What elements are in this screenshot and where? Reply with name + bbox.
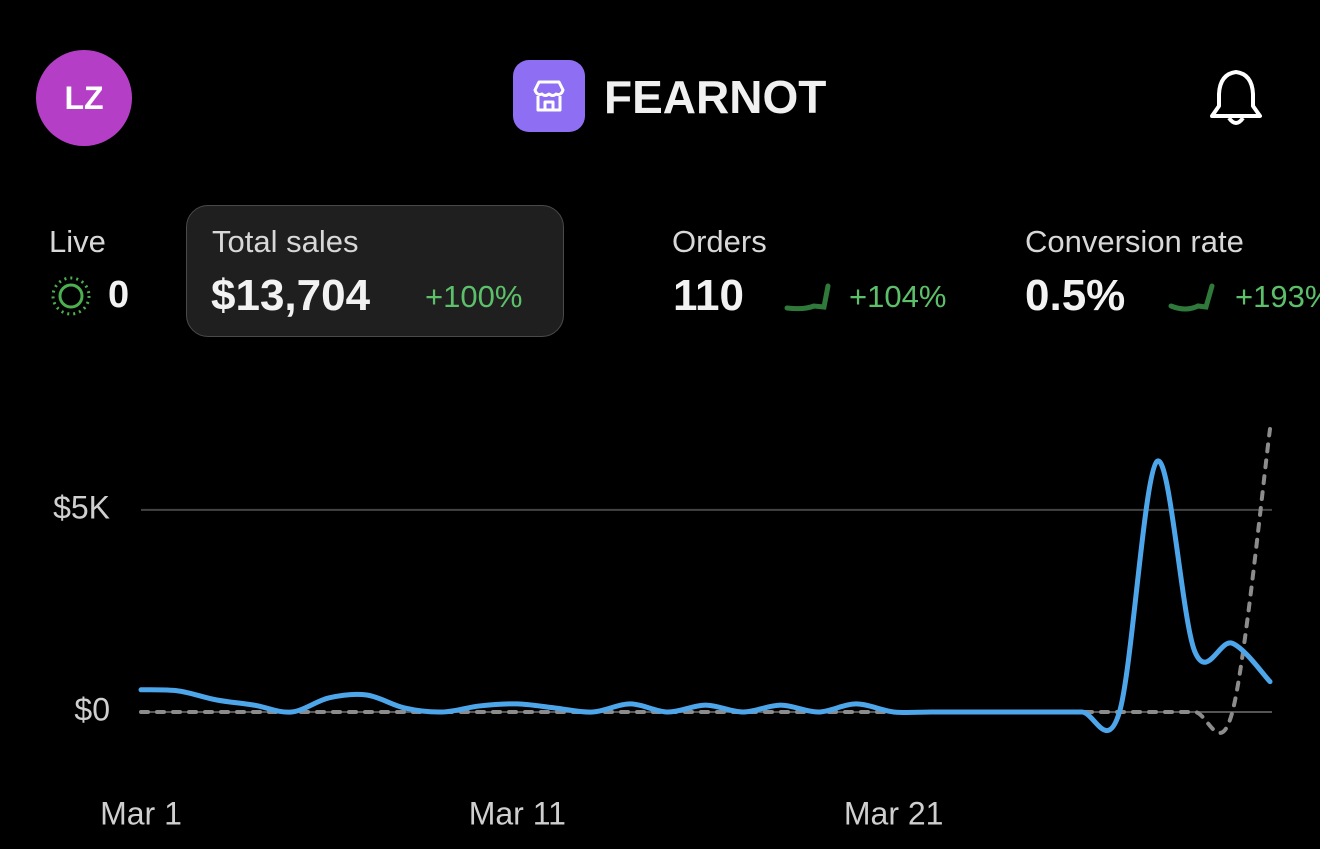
metric-value: $13,704 [211,271,371,320]
sparkline [784,283,831,312]
store-glyph [533,80,565,112]
store-name[interactable]: FEARNOT [604,71,827,123]
metric-card-selected[interactable] [186,205,564,337]
sparkline [1168,283,1215,312]
avatar[interactable]: LZ [36,50,132,146]
live-indicator [51,276,91,316]
metric-label[interactable]: Orders [672,224,767,259]
x-tick-label: Mar 11 [469,795,566,831]
data-line [138,458,1273,733]
x-tick-label: Mar 21 [844,795,944,831]
x-tick-label: Mar 1 [100,795,182,831]
metric-label: Live [49,224,106,259]
metric-label[interactable]: Conversion rate [1025,224,1244,259]
metric-change: +193% [1235,279,1320,314]
metric-value: 0 [108,274,130,316]
store-icon[interactable] [513,60,585,132]
data-line [139,427,1272,735]
metric-change: +104% [849,279,947,314]
metric-value: 110 [673,271,744,320]
notification-bell[interactable] [1200,62,1272,134]
metric-change: +100% [425,279,523,314]
metric-value: 0.5% [1025,271,1126,320]
metric-label: Total sales [212,224,359,259]
y-tick-label: $5K [53,489,110,525]
y-tick-label: $0 [74,691,110,727]
